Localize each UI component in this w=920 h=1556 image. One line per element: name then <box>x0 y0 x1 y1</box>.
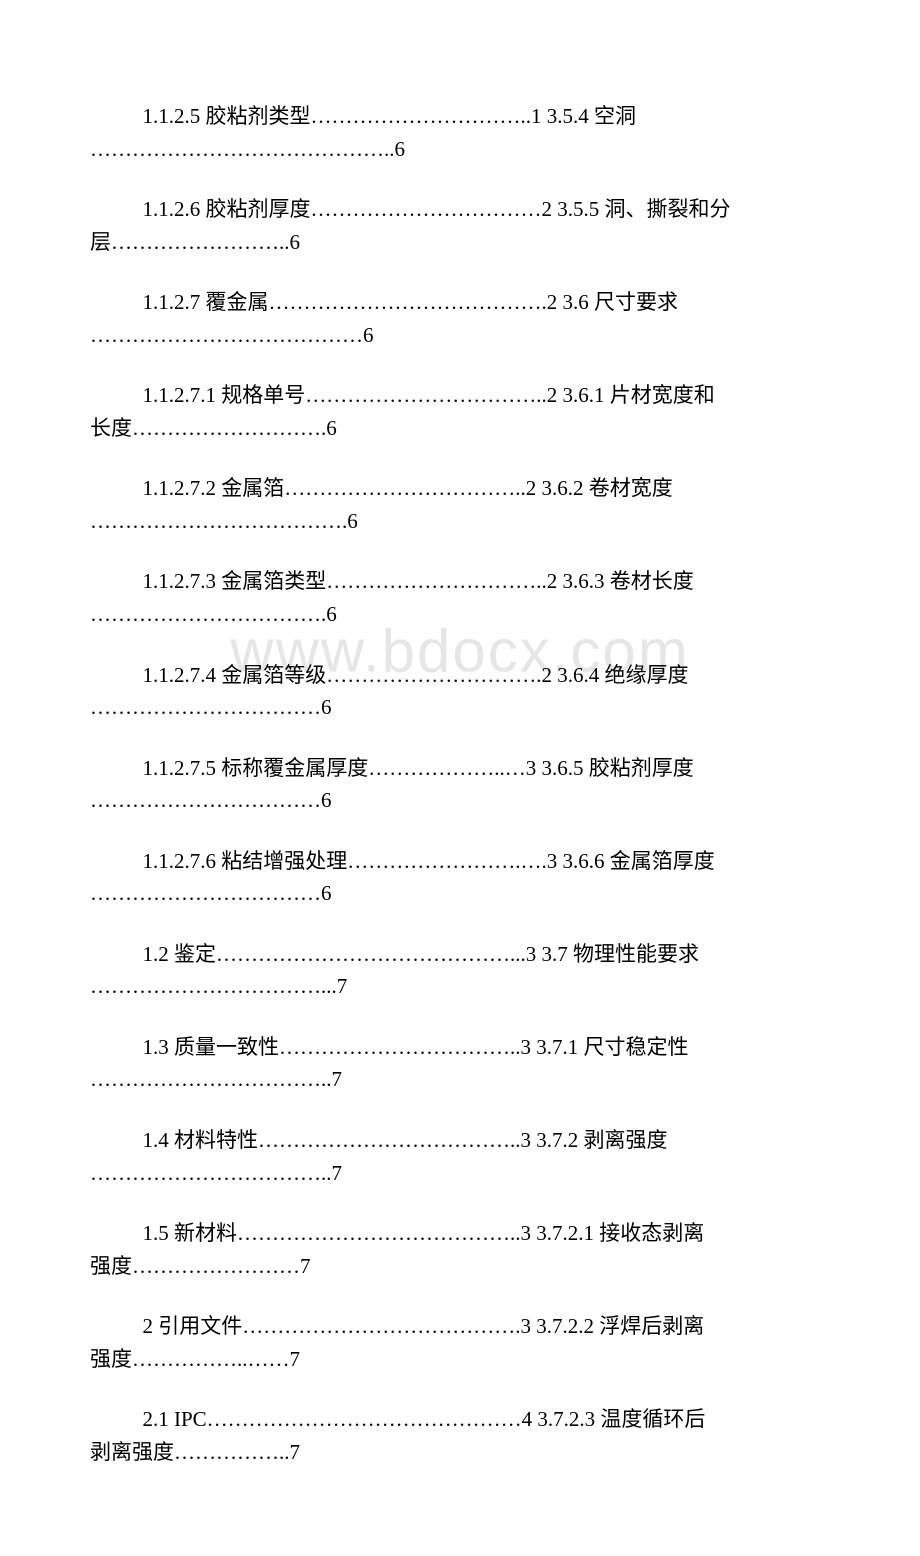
toc-entry-line2: ……………………………………..6 <box>90 133 830 166</box>
toc-entry-line2: 层……………………..6 <box>90 226 830 259</box>
toc-entry: 1.2 鉴定……………………………………...3 3.7 物理性能要求……………… <box>90 938 830 1003</box>
toc-entry-line2: ……………………………….6 <box>90 505 830 538</box>
toc-entry: 1.1.2.5 胶粘剂类型…………………………..1 3.5.4 空洞……………… <box>90 100 830 165</box>
toc-entry: 1.1.2.7.3 金属箔类型…………………………..2 3.6.3 卷材长度…… <box>90 565 830 630</box>
toc-entry-line1: 1.3 质量一致性……………………………..3 3.7.1 尺寸稳定性 <box>90 1031 830 1064</box>
toc-entry-line2: …………………………………6 <box>90 319 830 352</box>
toc-entry-line1: 1.1.2.5 胶粘剂类型…………………………..1 3.5.4 空洞 <box>90 100 830 133</box>
toc-entry-line2: ……………………………6 <box>90 784 830 817</box>
toc-entry: 1.4 材料特性………………………………..3 3.7.2 剥离强度………………… <box>90 1124 830 1189</box>
toc-entry: 1.1.2.7 覆金属………………………………….2 3.6 尺寸要求……………… <box>90 286 830 351</box>
toc-entry: 1.1.2.7.4 金属箔等级………………………….2 3.6.4 绝缘厚度……… <box>90 659 830 724</box>
toc-entry: 2.1 IPC………………………………………4 3.7.2.3 温度循环后剥离强… <box>90 1403 830 1468</box>
toc-entry: 1.1.2.7.6 粘结增强处理…………………….….3 3.6.6 金属箔厚度… <box>90 845 830 910</box>
toc-entry-line2: …………………………….6 <box>90 598 830 631</box>
toc-entry: 1.1.2.7.2 金属箔……………………………..2 3.6.2 卷材宽度……… <box>90 472 830 537</box>
toc-entry-line2: 强度……………..……7 <box>90 1343 830 1376</box>
toc-entry-line1: 2.1 IPC………………………………………4 3.7.2.3 温度循环后 <box>90 1403 830 1436</box>
toc-entry: 1.3 质量一致性……………………………..3 3.7.1 尺寸稳定性……………… <box>90 1031 830 1096</box>
toc-entry: 2 引用文件………………………………….3 3.7.2.2 浮焊后剥离强度………… <box>90 1310 830 1375</box>
toc-entry-line2: 强度……………………7 <box>90 1250 830 1283</box>
toc-entry-line1: 1.1.2.6 胶粘剂厚度……………………………2 3.5.5 洞、撕裂和分 <box>90 193 830 226</box>
toc-entry-line2: 长度……………………….6 <box>90 412 830 445</box>
toc-entry-line2: ……………………………..7 <box>90 1157 830 1190</box>
toc-entry-line2: ……………………………6 <box>90 877 830 910</box>
toc-entry-line1: 1.1.2.7.1 规格单号……………………………..2 3.6.1 片材宽度和 <box>90 379 830 412</box>
toc-entry: 1.5 新材料…………………………………..3 3.7.2.1 接收态剥离强度…… <box>90 1217 830 1282</box>
toc-entries: 1.1.2.5 胶粘剂类型…………………………..1 3.5.4 空洞……………… <box>90 100 830 1468</box>
document-page: 1.1.2.5 胶粘剂类型…………………………..1 3.5.4 空洞……………… <box>0 0 920 1556</box>
toc-entry: 1.1.2.7.5 标称覆金属厚度………………..…3 3.6.5 胶粘剂厚度…… <box>90 752 830 817</box>
toc-entry-line2: ……………………………6 <box>90 691 830 724</box>
toc-entry: 1.1.2.7.1 规格单号……………………………..2 3.6.1 片材宽度和… <box>90 379 830 444</box>
toc-entry-line1: 1.1.2.7.6 粘结增强处理…………………….….3 3.6.6 金属箔厚度 <box>90 845 830 878</box>
toc-entry-line2: ……………………………..7 <box>90 1063 830 1096</box>
toc-entry-line1: 1.5 新材料…………………………………..3 3.7.2.1 接收态剥离 <box>90 1217 830 1250</box>
toc-entry-line1: 1.2 鉴定……………………………………...3 3.7 物理性能要求 <box>90 938 830 971</box>
toc-entry-line1: 1.1.2.7.5 标称覆金属厚度………………..…3 3.6.5 胶粘剂厚度 <box>90 752 830 785</box>
toc-entry-line2: 剥离强度……………..7 <box>90 1436 830 1469</box>
toc-entry-line1: 1.1.2.7.4 金属箔等级………………………….2 3.6.4 绝缘厚度 <box>90 659 830 692</box>
toc-entry-line1: 1.4 材料特性………………………………..3 3.7.2 剥离强度 <box>90 1124 830 1157</box>
toc-entry-line1: 2 引用文件………………………………….3 3.7.2.2 浮焊后剥离 <box>90 1310 830 1343</box>
toc-entry-line1: 1.1.2.7.2 金属箔……………………………..2 3.6.2 卷材宽度 <box>90 472 830 505</box>
toc-entry-line2: ……………………………...7 <box>90 970 830 1003</box>
toc-entry: 1.1.2.6 胶粘剂厚度……………………………2 3.5.5 洞、撕裂和分层…… <box>90 193 830 258</box>
toc-entry-line1: 1.1.2.7 覆金属………………………………….2 3.6 尺寸要求 <box>90 286 830 319</box>
toc-entry-line1: 1.1.2.7.3 金属箔类型…………………………..2 3.6.3 卷材长度 <box>90 565 830 598</box>
